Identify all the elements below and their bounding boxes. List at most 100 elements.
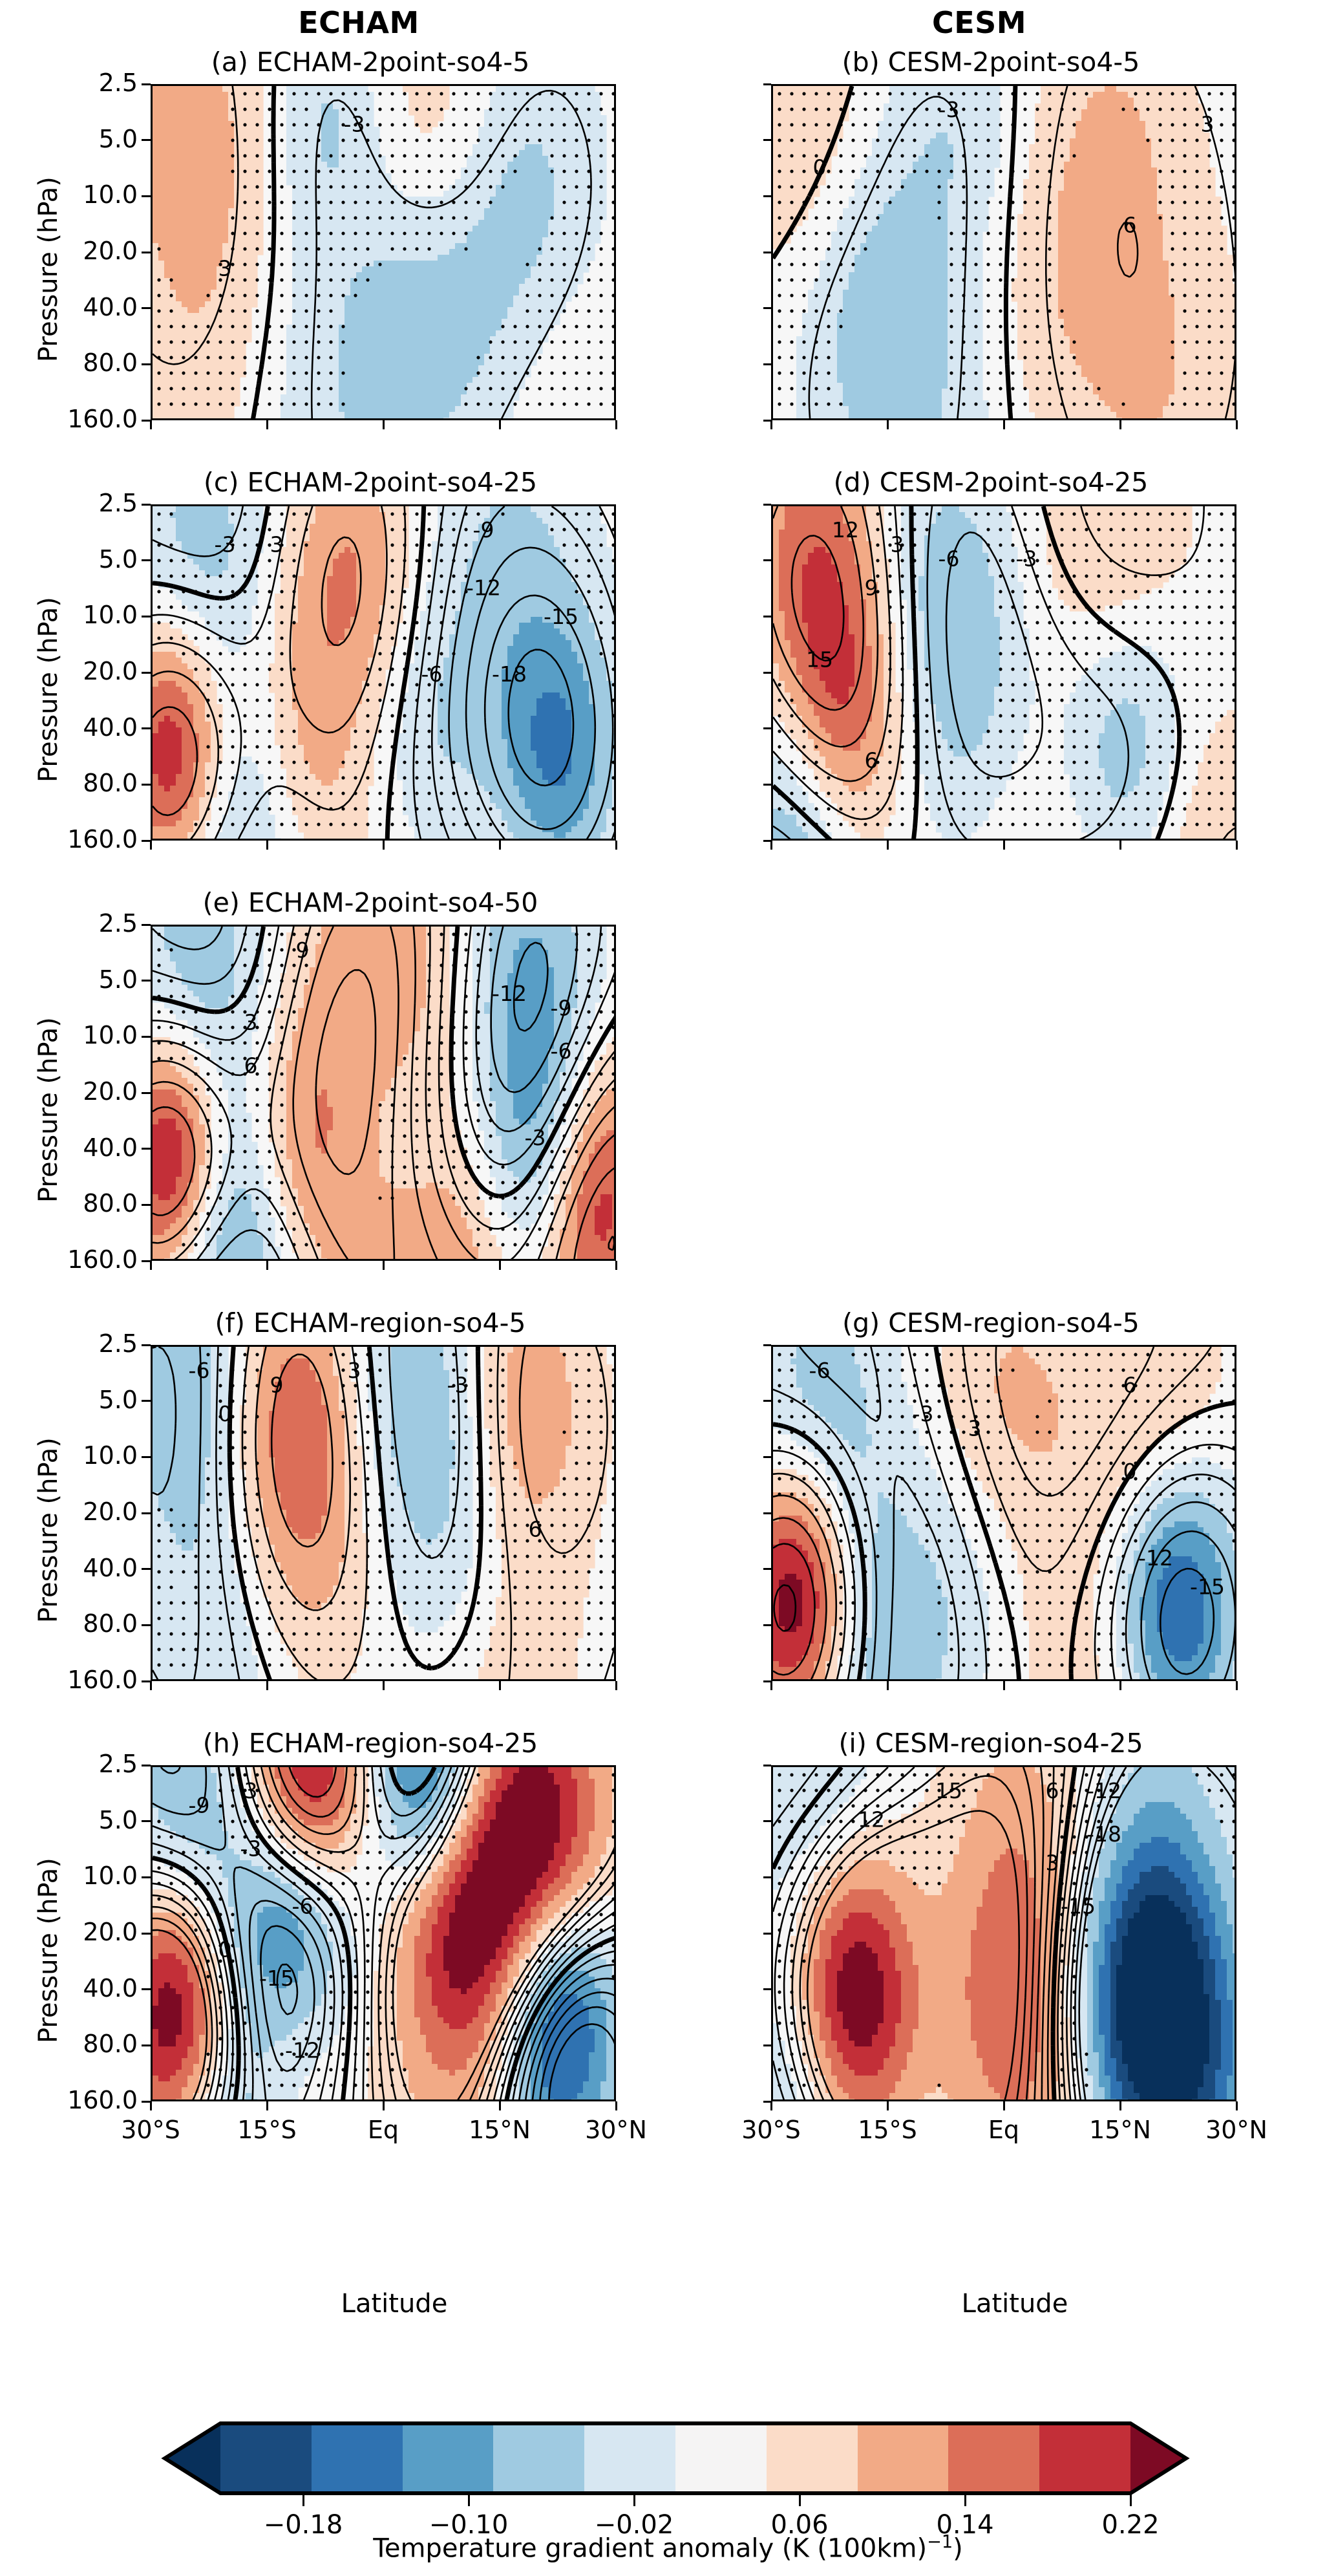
contour-level-6-e: [153, 927, 614, 1259]
plot-area-d[interactable]: -6 -3 3 6 9 12 15: [771, 504, 1236, 841]
y-ticklabel: 80.0: [2, 349, 138, 377]
contour-label--3-h: -3: [240, 1836, 262, 1861]
line-contours-d: [773, 506, 1235, 839]
colorbar-tickmark: [798, 2493, 801, 2506]
panel-label: CESM-region-so4-5: [880, 1307, 1140, 1338]
contour-label--9-c: -9: [473, 517, 494, 542]
contour-label--3-g: -3: [913, 1401, 934, 1426]
contour-label--6-d: -6: [938, 546, 960, 572]
panel-title-e: (e) ECHAM-2point-so4-50: [112, 887, 629, 918]
contour-label-9-e: 9: [296, 938, 310, 963]
x-tickmark: [615, 2101, 617, 2110]
y-ticklabel: 10.0: [2, 1862, 138, 1890]
x-ticklabel: 15°S: [816, 2116, 959, 2144]
plot-area-e[interactable]: -12 -9 -6 -3 3 6 9: [151, 925, 616, 1261]
contour-label--12-e: -12: [492, 981, 527, 1006]
contour-level-3-f: [241, 1347, 614, 1679]
contour-level--15-i: [1074, 1767, 1235, 2099]
x-tickmark: [1119, 2101, 1121, 2110]
filled-contours-d: [773, 506, 1235, 839]
contour-level-0-h: [153, 1767, 614, 2099]
panel-letter: (b): [842, 47, 880, 78]
y-ticklabel: 2.5: [2, 1329, 138, 1358]
y-ticklabel: 40.0: [2, 1554, 138, 1582]
contour-label--18-c: -18: [492, 661, 527, 687]
y-tickmark: [142, 1680, 151, 1682]
y-tickmark: [142, 1400, 151, 1402]
panel-letter: (d): [834, 467, 871, 498]
line-contours-b: [773, 86, 1235, 418]
y-tickmark: [142, 195, 151, 197]
line-contours-e: [153, 927, 614, 1259]
y-tickmark: [763, 2100, 771, 2103]
y-tickmark: [142, 1344, 151, 1346]
y-tickmark: [763, 671, 771, 674]
plot-area-b[interactable]: -3 0 3 6: [771, 84, 1236, 420]
contour-label-6-d: 6: [865, 748, 878, 773]
contour-label-3-d: 3: [891, 531, 904, 557]
contour-label--6-e: -6: [551, 1038, 572, 1064]
contour-level--9-h: [153, 1767, 614, 2099]
plot-area-c[interactable]: -18 -15 -12 -9 -6 -3 3: [151, 504, 616, 841]
contour-label--12-i: -12: [1087, 1778, 1121, 1803]
plot-area-g[interactable]: -15 -12 -6 -3 0 3 6: [771, 1345, 1236, 1681]
contour-labels-g: -15 -12 -6 -3 0 3 6: [809, 1358, 1225, 1599]
contour-level--6-e: [153, 927, 602, 1133]
contour-level-0-g: [773, 1347, 1235, 1679]
x-tickmark: [770, 2101, 772, 2110]
x-tickmark: [770, 841, 772, 850]
y-tickmark: [763, 839, 771, 842]
colorbar-band-7: [857, 2423, 949, 2493]
colorbar-band-8: [948, 2423, 1040, 2493]
x-ticklabel: 15°S: [196, 2116, 338, 2144]
x-axis-label-left: Latitude: [149, 2289, 640, 2319]
panel-title-a: (a) ECHAM-2point-so4-5: [112, 47, 629, 78]
contour-labels-e: -12 -9 -6 -3 3 6 9: [244, 938, 572, 1150]
panel-label: CESM-2point-so4-5: [880, 47, 1140, 78]
plot-area-f[interactable]: -6 -3 0 3 6 9: [151, 1345, 616, 1681]
panel-letter: (i): [838, 1728, 866, 1759]
contour-level--6-h: [153, 1767, 614, 2099]
plot-area-i[interactable]: -18 -15 -12 3 6 12 15: [771, 1765, 1236, 2101]
filled-contours-f: [153, 1347, 613, 1679]
contour-level-15-i: [799, 1775, 1028, 2099]
contour-level-9-e: [153, 927, 614, 1259]
y-tickmark: [142, 251, 151, 253]
y-tickmark: [142, 2100, 151, 2103]
colorbar-over-arrow: [1130, 2423, 1186, 2493]
contour-level-12-g: [773, 1517, 827, 1679]
y-tickmark: [142, 980, 151, 982]
x-tickmark: [1119, 1681, 1121, 1690]
contour-level-9-f: [270, 1353, 334, 1548]
x-tickmark: [498, 1261, 501, 1270]
x-axis-label-right: Latitude: [769, 2289, 1260, 2319]
plot-area-a[interactable]: -3 3: [151, 84, 616, 420]
colorbar-band-1: [311, 2423, 403, 2493]
x-ticklabel: 30°N: [1165, 2116, 1308, 2144]
y-ticklabel: 80.0: [2, 1189, 138, 1218]
y-tickmark: [142, 1568, 151, 1571]
colorbar-band-5: [675, 2423, 767, 2493]
y-tickmark: [763, 1512, 771, 1514]
contour-level-3-b: [1045, 86, 1235, 418]
y-ticklabel: 2.5: [2, 909, 138, 938]
colorbar-tickmark: [633, 2493, 635, 2506]
contour-level--3-h: [153, 1767, 614, 2099]
contour-level--18-c: [507, 649, 575, 787]
contour-label--3-a: -3: [344, 111, 365, 136]
panel-label: ECHAM-2point-so4-50: [240, 887, 538, 918]
y-ticklabel: 160.0: [2, 825, 138, 853]
contour-level-3-d: [773, 506, 1235, 839]
contour-level-0-c: [153, 506, 427, 839]
colorbar-label: Temperature gradient anomaly (K (100km)−…: [0, 2532, 1336, 2563]
contour-label--9-e: -9: [551, 995, 572, 1020]
x-tickmark: [615, 1261, 617, 1270]
contour-labels-h: -15 -12 -9 -6 -3 0 3: [189, 1778, 320, 2063]
plot-area-h[interactable]: -15 -12 -9 -6 -3 0 3: [151, 1765, 616, 2101]
y-tickmark: [142, 839, 151, 842]
colorbar[interactable]: [161, 2421, 1190, 2495]
y-tickmark: [142, 1624, 151, 1626]
contour-level--18-i: [1078, 1767, 1235, 2099]
y-tickmark: [142, 671, 151, 674]
stipple-dots-d: [778, 512, 1235, 826]
